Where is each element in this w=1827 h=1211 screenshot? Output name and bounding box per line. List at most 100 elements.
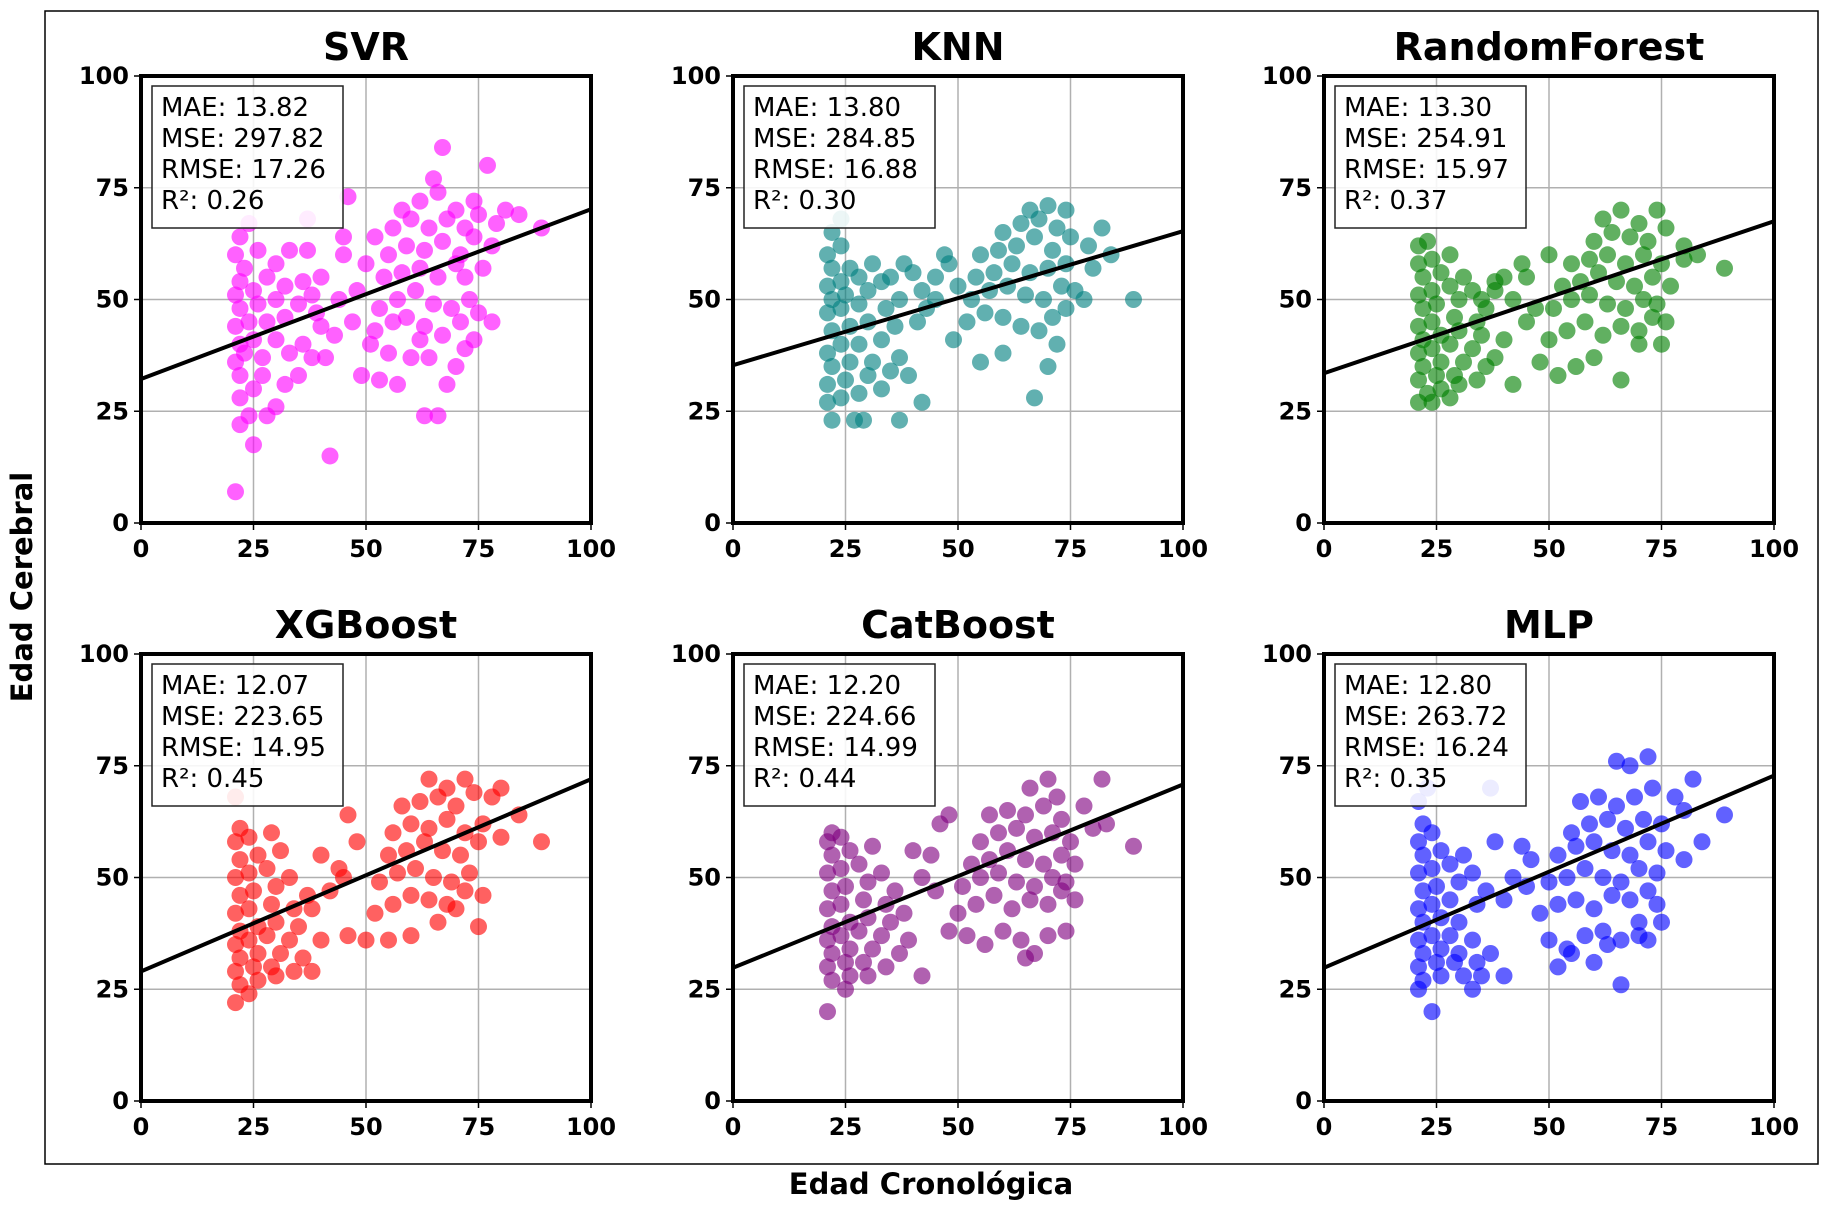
- data-point: [438, 779, 456, 797]
- data-point: [1450, 944, 1468, 962]
- data-point: [1608, 797, 1625, 815]
- stats-line: RMSE: 15.97: [1344, 155, 1509, 185]
- data-point: [1423, 860, 1441, 878]
- data-point: [339, 806, 357, 824]
- data-point: [1612, 976, 1630, 994]
- panel-3: XGBoost 0 25 50 75 100 0 25 50 75 100 MAE: 12.07MSE…: [79, 603, 616, 1141]
- stats-box: [1334, 663, 1527, 807]
- data-point: [1093, 770, 1111, 788]
- data-point: [972, 246, 989, 264]
- data-point: [249, 241, 267, 259]
- data-point: [1549, 895, 1567, 913]
- data-point: [837, 877, 854, 895]
- data-point: [1621, 846, 1639, 864]
- data-point: [240, 900, 258, 918]
- data-point: [465, 192, 483, 210]
- x-tick-label: 25: [1420, 1113, 1453, 1141]
- data-point: [1603, 886, 1621, 904]
- data-point: [231, 228, 249, 246]
- data-point: [425, 295, 442, 313]
- data-point: [1410, 371, 1427, 389]
- data-point: [954, 877, 971, 895]
- data-point: [411, 793, 429, 811]
- data-point: [420, 891, 438, 909]
- fit-line: [1324, 773, 1774, 970]
- data-point: [407, 860, 424, 878]
- data-point: [1644, 308, 1661, 326]
- data-point: [1522, 851, 1540, 869]
- data-point: [483, 313, 501, 331]
- data-point: [873, 380, 890, 398]
- data-point: [245, 436, 262, 454]
- data-point: [1693, 833, 1711, 851]
- data-point: [1464, 864, 1481, 882]
- data-point: [1441, 927, 1459, 945]
- data-point: [1432, 967, 1450, 985]
- data-point: [981, 806, 998, 824]
- data-point: [1026, 389, 1043, 407]
- panel-2: RandomForest 0 25 50 75 100 0 25 50 75 100 MAE: 13.…: [1262, 25, 1799, 563]
- data-point: [429, 913, 447, 931]
- data-point: [967, 268, 985, 286]
- data-point: [972, 833, 989, 851]
- data-point: [1504, 869, 1522, 886]
- data-point: [384, 313, 402, 331]
- data-point: [864, 940, 881, 958]
- data-point: [1639, 931, 1657, 949]
- data-point: [258, 268, 276, 286]
- figure-ylabel: Edad Cerebral: [5, 472, 39, 703]
- data-point: [1428, 366, 1445, 384]
- data-point: [1626, 788, 1643, 806]
- y-tick-label: 75: [688, 752, 721, 780]
- data-point: [994, 223, 1012, 241]
- panel-title: SVR: [323, 25, 409, 69]
- data-point: [1039, 770, 1057, 788]
- data-point: [1630, 215, 1648, 233]
- data-point: [985, 886, 1003, 904]
- data-point: [470, 918, 487, 936]
- data-point: [850, 335, 868, 353]
- data-point: [402, 815, 420, 833]
- data-point: [1630, 335, 1648, 353]
- data-point: [823, 411, 841, 429]
- data-point: [461, 864, 478, 882]
- data-point: [393, 797, 411, 815]
- data-point: [384, 219, 402, 237]
- stats-line: R²: 0.30: [753, 186, 856, 216]
- data-point: [1017, 286, 1034, 304]
- data-point: [859, 282, 877, 300]
- data-point: [474, 259, 492, 277]
- data-point: [1635, 246, 1652, 264]
- data-point: [855, 953, 872, 971]
- data-point: [434, 139, 451, 157]
- data-point: [1062, 833, 1079, 851]
- data-point: [1612, 873, 1630, 891]
- data-point: [1599, 936, 1616, 954]
- data-point: [227, 994, 244, 1012]
- data-point: [1441, 246, 1459, 264]
- data-point: [1558, 869, 1576, 886]
- data-point: [1585, 232, 1603, 250]
- data-point: [456, 268, 474, 286]
- stats-line: MAE: 12.80: [1344, 671, 1492, 701]
- data-point: [1531, 904, 1549, 922]
- data-point: [855, 891, 872, 909]
- data-point: [371, 371, 388, 389]
- data-point: [312, 317, 330, 335]
- data-point: [1594, 326, 1612, 344]
- stats-box: [743, 85, 936, 229]
- data-point: [1026, 228, 1043, 246]
- data-point: [366, 322, 384, 340]
- x-tick-label: 100: [566, 1113, 616, 1141]
- data-point: [479, 156, 496, 174]
- data-point: [231, 366, 249, 384]
- data-point: [254, 366, 271, 384]
- data-point: [1473, 291, 1490, 308]
- data-point: [900, 366, 917, 384]
- data-point: [1585, 349, 1603, 367]
- stats-line: MAE: 13.82: [161, 93, 309, 123]
- data-point: [882, 362, 899, 380]
- data-point: [1008, 873, 1025, 891]
- data-point: [281, 241, 298, 259]
- y-tick-label: 25: [1279, 975, 1312, 1003]
